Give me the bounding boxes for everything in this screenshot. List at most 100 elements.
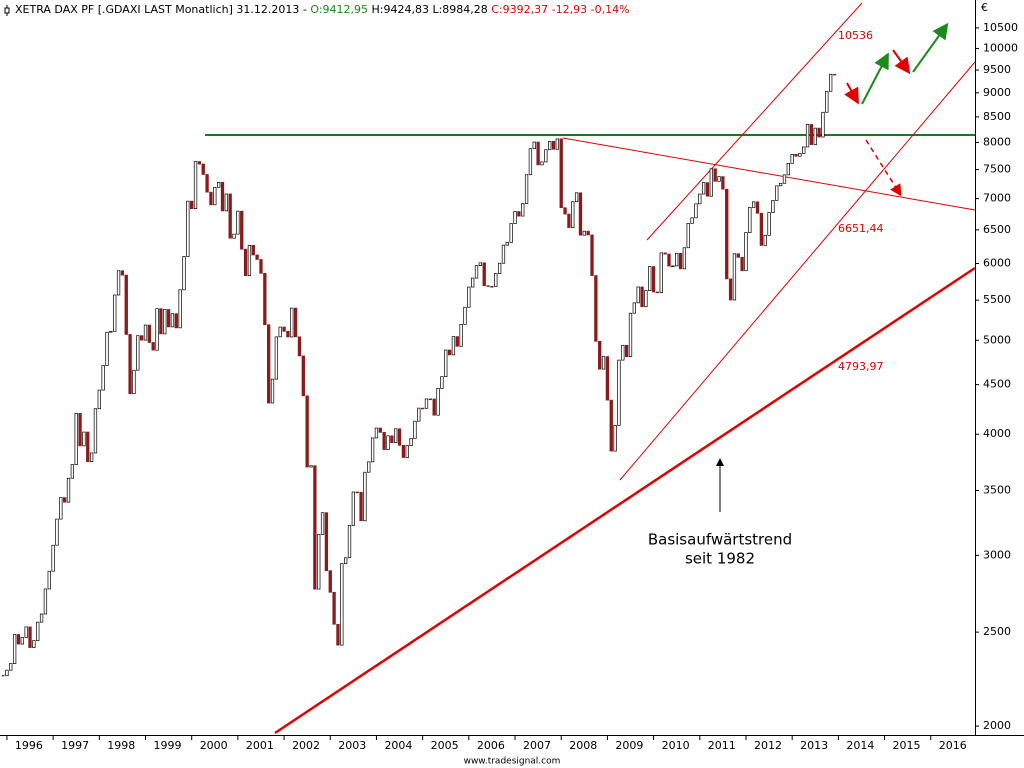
candle: [201, 163, 205, 175]
candle: [32, 640, 36, 648]
base-trend-line: [274, 266, 976, 735]
candle: [701, 182, 706, 195]
candle: [397, 428, 402, 446]
candle: [821, 111, 825, 138]
y-tick-label: 10500: [983, 21, 1018, 34]
downtrend-line: [562, 137, 976, 211]
x-tick-label: 2003: [338, 739, 366, 752]
candle: [243, 248, 248, 276]
candle: [517, 211, 521, 217]
x-tick-label: 2000: [200, 739, 228, 752]
candle: [601, 356, 606, 370]
candle: [247, 244, 252, 276]
candle: [93, 408, 98, 454]
candle: [432, 398, 436, 416]
candle: [359, 491, 363, 522]
candle: [59, 497, 63, 520]
candle: [428, 398, 432, 401]
y-tick-label: 7500: [983, 163, 1011, 176]
candle: [644, 290, 648, 308]
x-tick-label: 2004: [384, 739, 412, 752]
candle: [39, 613, 44, 623]
candle: [166, 309, 171, 328]
x-tick-label: 1998: [107, 739, 135, 752]
candle: [36, 621, 40, 641]
channel-upper: [646, 2, 863, 241]
candle: [105, 331, 109, 366]
candle: [182, 256, 186, 291]
candle: [209, 191, 213, 206]
candle: [51, 544, 55, 572]
candle: [586, 230, 590, 236]
candle: [216, 181, 221, 188]
candle: [394, 428, 398, 443]
candle: [832, 73, 837, 76]
candle: [82, 431, 86, 447]
candle: [605, 356, 610, 401]
candle: [224, 193, 228, 212]
header-close: C:9392,37 -12,93 -0,14%: [491, 3, 629, 16]
candle: [640, 286, 644, 308]
header-open: O:9412,95: [310, 3, 368, 16]
candle: [790, 154, 794, 164]
y-tick-label: 8000: [983, 135, 1011, 148]
candle: [455, 336, 459, 347]
candle: [124, 274, 128, 335]
candle: [20, 637, 24, 645]
candle: [501, 244, 506, 264]
candle: [301, 355, 305, 397]
candle: [667, 253, 671, 267]
candle: [671, 265, 675, 268]
y-tick-label: 6000: [983, 257, 1011, 270]
candle: [205, 174, 209, 193]
candle: [97, 389, 101, 410]
candle: [151, 342, 155, 351]
x-tick-label: 2005: [431, 739, 459, 752]
candle: [778, 182, 783, 187]
candle: [505, 242, 509, 246]
annotation: 4793,97: [838, 360, 884, 373]
candle: [232, 233, 236, 239]
candle: [324, 512, 329, 571]
candle: [459, 323, 463, 347]
candle: [509, 223, 513, 243]
candle: [786, 162, 790, 176]
candle: [313, 465, 317, 590]
candle: [467, 286, 471, 308]
candle: [28, 626, 32, 648]
candle: [170, 313, 175, 328]
candle: [686, 222, 690, 249]
candle: [775, 185, 779, 201]
candle: [609, 399, 613, 452]
candle: [675, 252, 679, 267]
candle: [363, 471, 367, 522]
candle: [451, 336, 456, 356]
candle: [717, 176, 721, 182]
candle: [682, 247, 687, 270]
candle: [228, 193, 232, 239]
candle: [632, 302, 636, 314]
candle: [528, 148, 533, 176]
candle: [771, 200, 775, 213]
candle: [186, 200, 190, 257]
y-tick-label: 2500: [983, 625, 1011, 638]
candle: [551, 141, 556, 150]
channel-lower: [619, 61, 976, 481]
candle: [555, 138, 560, 150]
candle: [320, 512, 325, 535]
candle: [286, 330, 290, 338]
candle: [482, 262, 486, 287]
candle: [305, 395, 309, 468]
y-tick-label: 10000: [983, 41, 1018, 54]
candle: [163, 309, 167, 335]
x-tick-label: 2010: [662, 739, 690, 752]
candle: [624, 344, 629, 358]
candle: [336, 623, 340, 646]
candle: [613, 425, 617, 452]
y-tick-label: 4500: [983, 378, 1011, 391]
candle: [617, 359, 621, 426]
header-text: XETRA DAX PF [.GDAXI LAST Monatlich] 31.…: [15, 3, 307, 16]
candle: [813, 127, 817, 145]
candle: [752, 201, 756, 208]
